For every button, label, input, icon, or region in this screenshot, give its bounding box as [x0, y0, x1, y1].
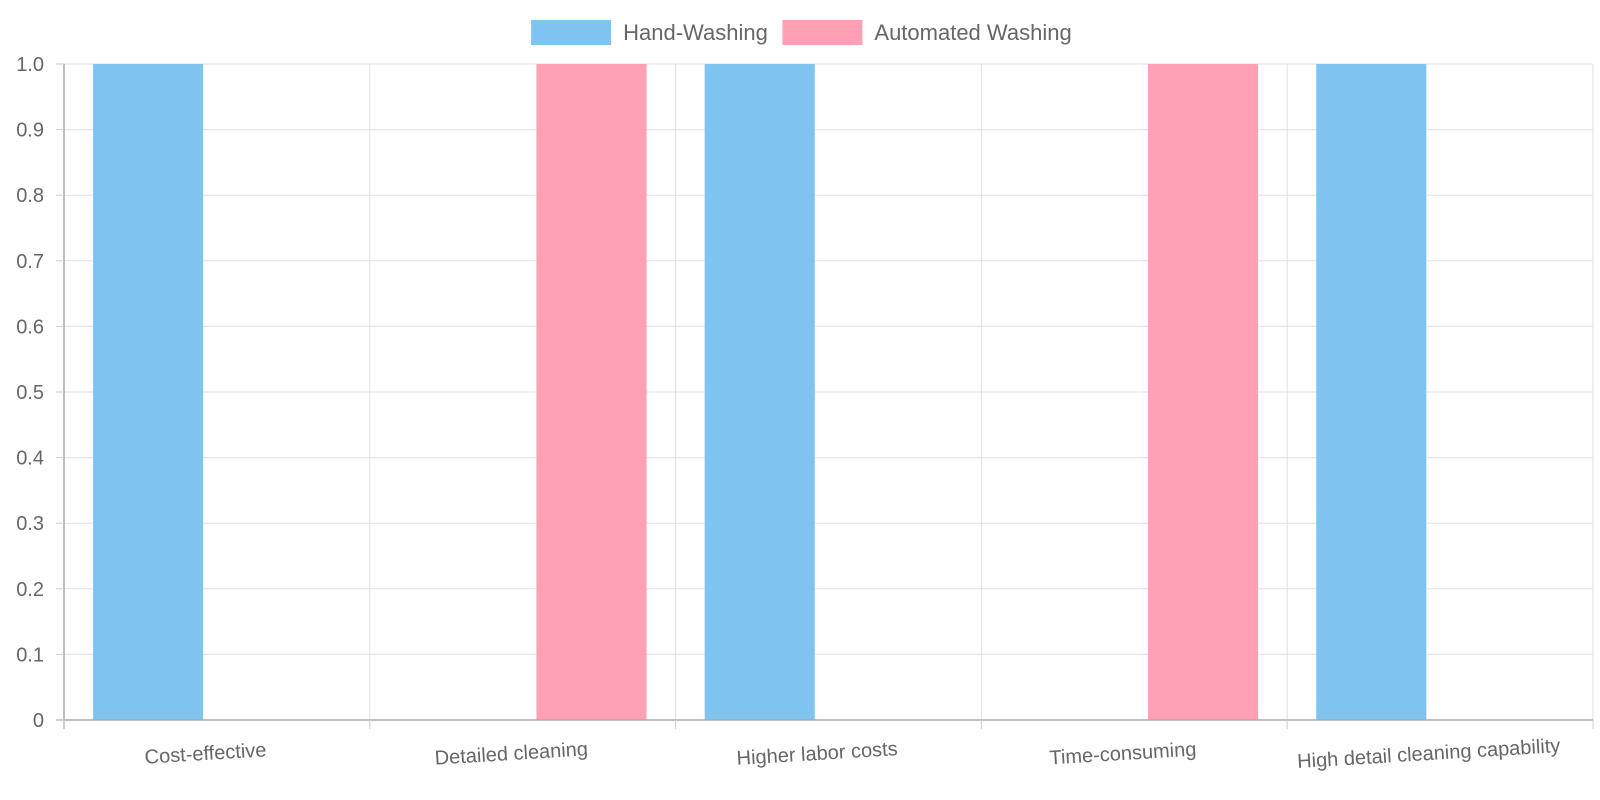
x-tick-label: Detailed cleaning — [434, 738, 588, 769]
legend-swatch — [782, 20, 863, 45]
y-tick-label: 1.0 — [16, 54, 44, 76]
y-tick-label: 0.4 — [16, 448, 44, 470]
y-tick-label: 0.6 — [16, 316, 44, 338]
x-axis-ticks: Cost-effective Detailed cleaning Higher la… — [63, 720, 1594, 773]
legend[interactable]: Hand-Washing Automated Washing — [531, 20, 1072, 45]
legend-item[interactable]: Hand-Washing — [531, 20, 768, 45]
bar-hand-washing[interactable] — [93, 64, 204, 720]
x-tick-label: Cost-effective — [144, 739, 267, 768]
bar-automated-washing[interactable] — [536, 64, 647, 720]
x-tick-label: Time-consuming — [1049, 739, 1197, 770]
y-axis-ticks: 0 0.1 0.2 0.3 0.4 0.5 0.6 0.7 0.8 0.9 1.0 — [16, 54, 64, 732]
grid — [64, 63, 1594, 720]
y-tick-label: 0.5 — [16, 382, 44, 404]
legend-label: Automated Washing — [874, 20, 1071, 45]
bars — [93, 64, 1427, 720]
legend-item[interactable]: Automated Washing — [782, 20, 1072, 45]
x-tick-label: Higher labor costs — [736, 738, 898, 770]
legend-label: Hand-Washing — [623, 20, 768, 45]
y-tick-label: 0.3 — [16, 513, 44, 535]
y-tick-label: 0.9 — [16, 120, 44, 142]
y-tick-label: 0.8 — [16, 185, 44, 207]
x-tick-label: High detail cleaning capability — [1297, 735, 1561, 773]
bar-hand-washing[interactable] — [1316, 64, 1427, 720]
y-tick-label: 0.1 — [16, 644, 44, 666]
y-tick-label: 0 — [33, 710, 44, 732]
bar-automated-washing[interactable] — [1148, 64, 1259, 720]
axes — [56, 64, 1593, 729]
y-tick-label: 0.7 — [16, 251, 44, 273]
legend-swatch — [531, 20, 612, 45]
bar-hand-washing[interactable] — [704, 64, 815, 720]
y-tick-label: 0.2 — [16, 579, 44, 601]
